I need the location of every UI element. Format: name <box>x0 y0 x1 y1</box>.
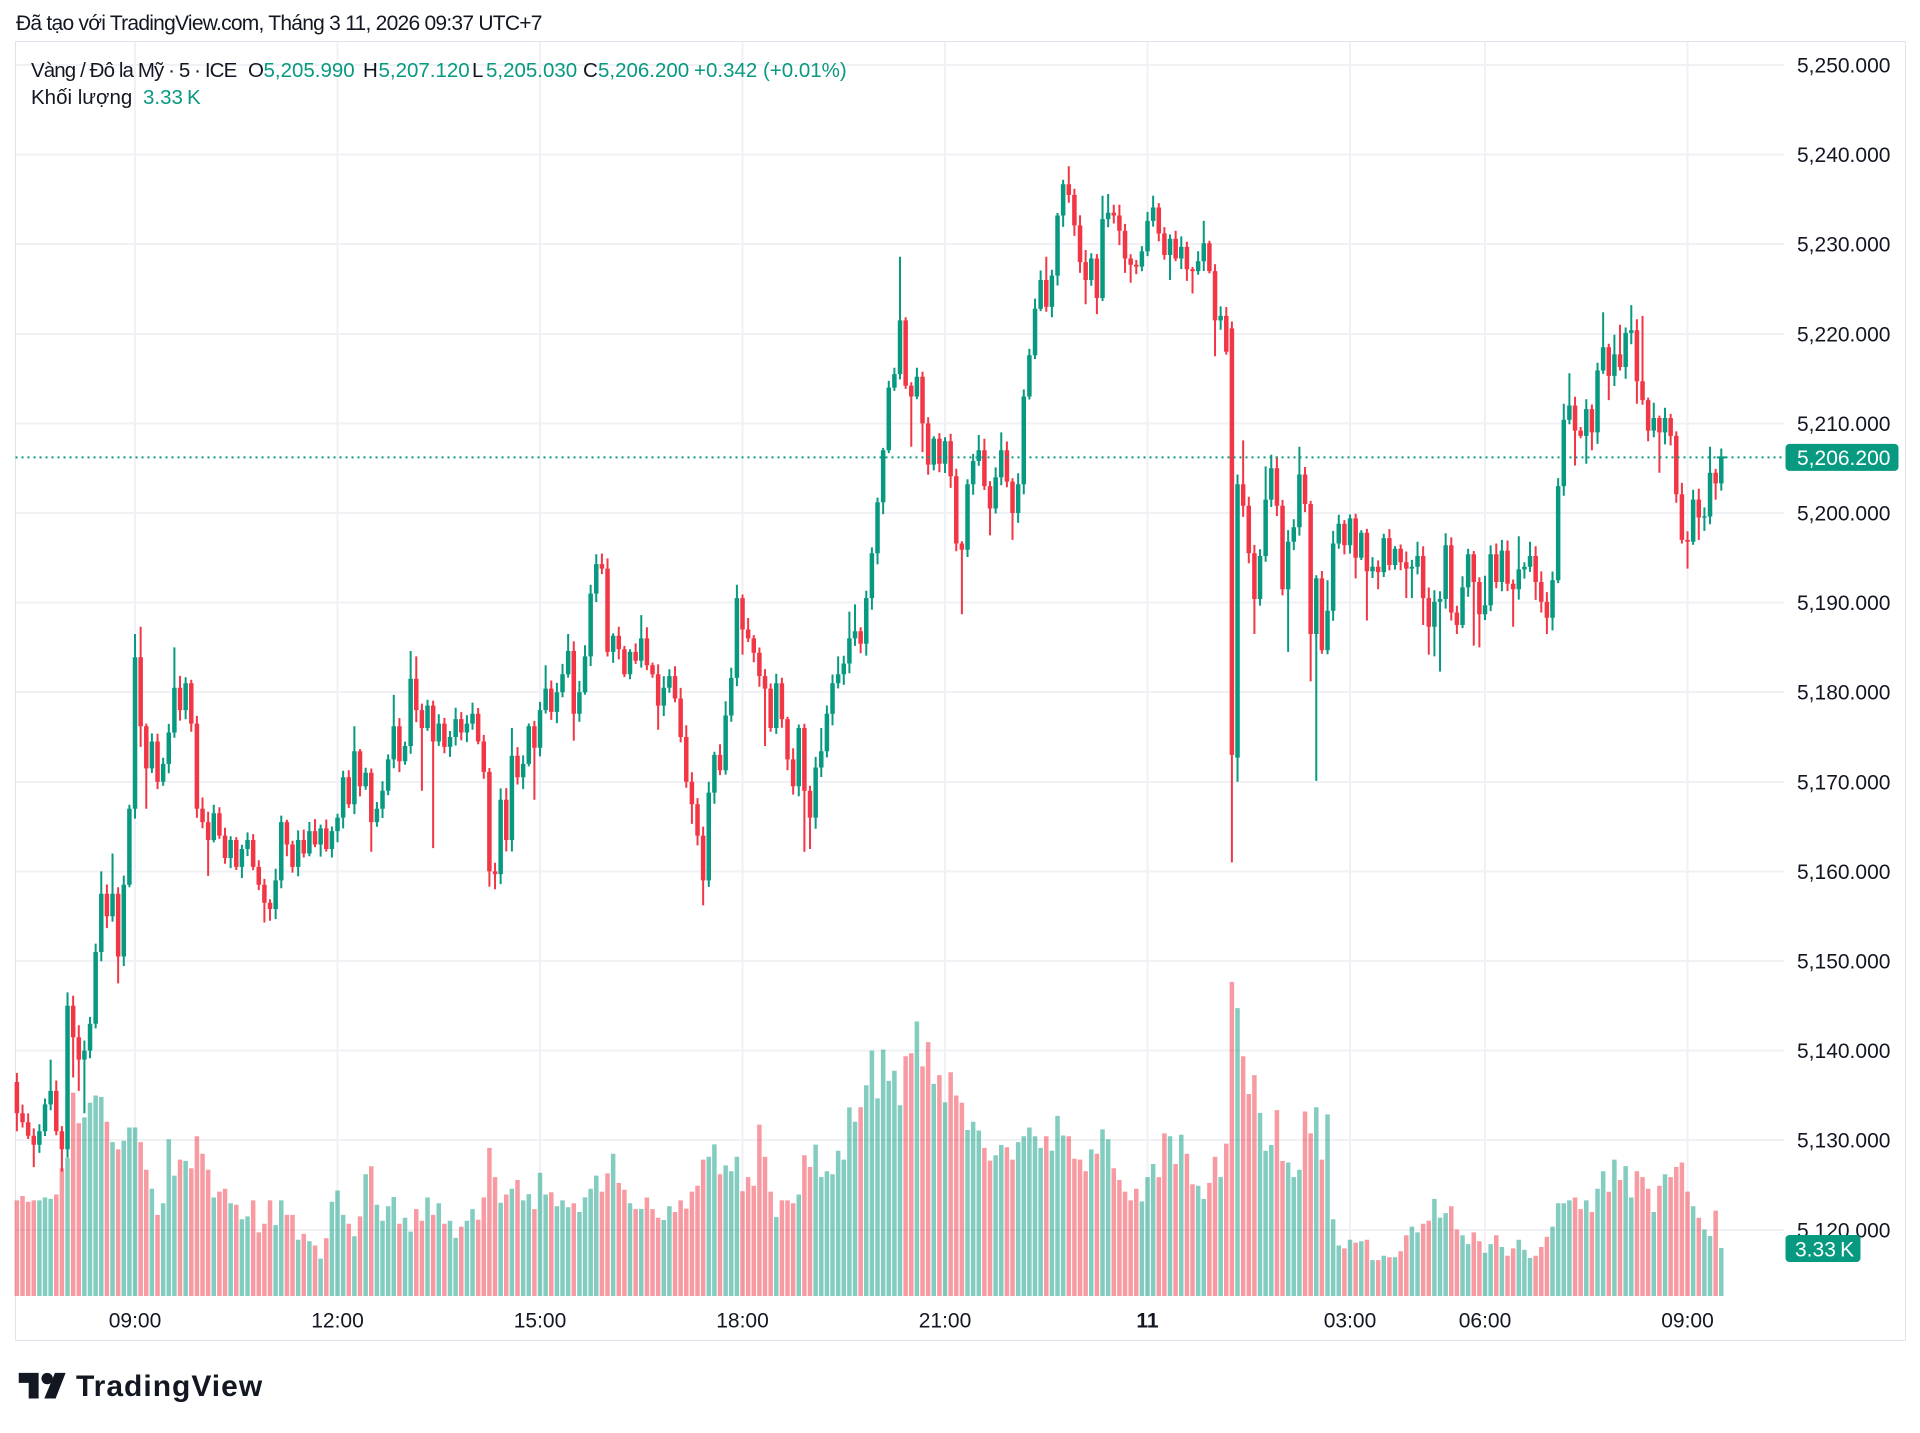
svg-text:TradingView: TradingView <box>76 1370 263 1403</box>
svg-text:5,180.000: 5,180.000 <box>1797 682 1890 705</box>
svg-text:5,250.000: 5,250.000 <box>1797 55 1890 78</box>
svg-text:03:00: 03:00 <box>1324 1310 1377 1333</box>
svg-text:5,205.990: 5,205.990 <box>264 59 355 82</box>
svg-text:5,207.120: 5,207.120 <box>379 59 470 82</box>
svg-text:3.33 K: 3.33 K <box>143 86 201 109</box>
svg-text:15:00: 15:00 <box>514 1310 567 1333</box>
svg-text:18:00: 18:00 <box>716 1310 769 1333</box>
svg-text:09:00: 09:00 <box>1661 1310 1714 1333</box>
svg-text:5,240.000: 5,240.000 <box>1797 144 1890 167</box>
svg-text:5,160.000: 5,160.000 <box>1797 861 1890 884</box>
svg-text:5,205.030: 5,205.030 <box>486 59 577 82</box>
svg-text:Vàng / Đô la Mỹ · 5 · ICE: Vàng / Đô la Mỹ · 5 · ICE <box>31 59 237 82</box>
svg-text:09:00: 09:00 <box>109 1310 162 1333</box>
svg-text:C: C <box>583 59 598 82</box>
svg-text:5,170.000: 5,170.000 <box>1797 771 1890 794</box>
svg-text:5,130.000: 5,130.000 <box>1797 1130 1890 1153</box>
svg-text:Đã tạo với TradingView.com, Th: Đã tạo với TradingView.com, Tháng 3 11, … <box>16 12 542 35</box>
svg-text:5,220.000: 5,220.000 <box>1797 323 1890 346</box>
svg-text:L: L <box>472 59 483 82</box>
svg-text:5,190.000: 5,190.000 <box>1797 592 1890 615</box>
svg-text:+0.342 (+0.01%): +0.342 (+0.01%) <box>694 59 847 82</box>
svg-text:12:00: 12:00 <box>311 1310 364 1333</box>
svg-text:5,206.200: 5,206.200 <box>1797 447 1890 470</box>
svg-text:Khối lượng: Khối lượng <box>31 86 132 109</box>
svg-text:5,210.000: 5,210.000 <box>1797 413 1890 436</box>
svg-text:H: H <box>363 59 378 82</box>
svg-text:11: 11 <box>1136 1310 1159 1333</box>
svg-text:5,230.000: 5,230.000 <box>1797 234 1890 257</box>
svg-text:21:00: 21:00 <box>919 1310 972 1333</box>
svg-text:3.33 K: 3.33 K <box>1795 1239 1854 1262</box>
svg-text:5,140.000: 5,140.000 <box>1797 1040 1890 1063</box>
svg-text:O: O <box>248 59 264 82</box>
svg-text:5,150.000: 5,150.000 <box>1797 951 1890 974</box>
svg-text:5,200.000: 5,200.000 <box>1797 503 1890 526</box>
svg-text:5,206.200: 5,206.200 <box>598 59 689 82</box>
svg-text:06:00: 06:00 <box>1459 1310 1512 1333</box>
